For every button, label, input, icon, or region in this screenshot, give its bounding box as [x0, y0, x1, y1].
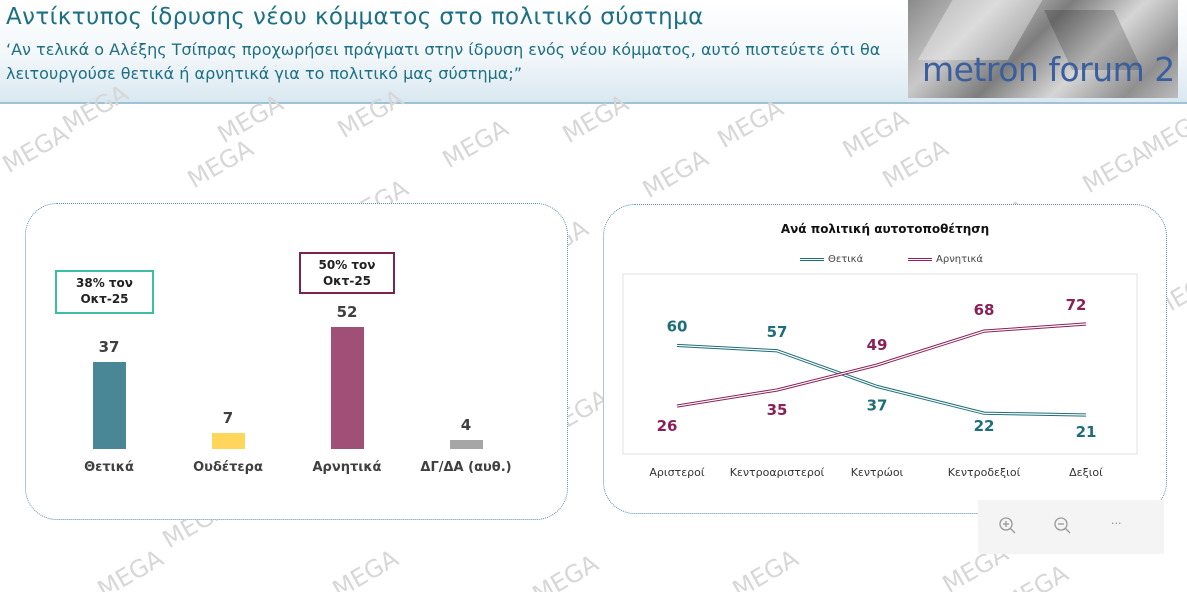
survey-question: ‘Αν τελικά ο Αλέξης Τσίπρας προχωρήσει π…: [6, 40, 881, 83]
zoom-in-icon[interactable]: [998, 516, 1018, 540]
line-chart-panel: [603, 204, 1167, 514]
mega-watermark: MEGA: [437, 114, 514, 174]
legend-swatch: [800, 257, 824, 261]
x-tick-label: Κεντροδεξιοί: [948, 466, 1021, 479]
page-title: Αντίκτυπος ίδρυσης νέου κόμματος στο πολ…: [6, 4, 704, 30]
legend-item-positive: Θετικά: [800, 254, 863, 265]
mega-watermark: MEGA: [997, 559, 1074, 592]
callout-line: Οκτ-25: [322, 274, 372, 288]
x-tick-label: Δεξιοί: [1069, 466, 1103, 479]
data-label: 35: [767, 401, 788, 419]
bar-value-label: 4: [460, 415, 472, 434]
data-label: 68: [974, 301, 995, 319]
mega-watermark: MEGA: [182, 134, 259, 194]
header-banner: Αντίκτυπος ίδρυσης νέου κόμματος στο πολ…: [0, 0, 1187, 104]
mega-watermark: MEGA: [327, 544, 404, 592]
mega-watermark: MEGA: [92, 544, 169, 592]
x-tick-label: Κεντρώοι: [851, 466, 904, 479]
logo-text: metron forum 2.0: [922, 50, 1178, 89]
bar: [330, 326, 364, 449]
bar-value-label: 7: [222, 408, 234, 427]
bar-value-label: 52: [336, 302, 358, 321]
callout-line: 50% τον: [318, 258, 376, 272]
callout-negative-october: 50% τον Οκτ-25: [299, 252, 395, 294]
data-label: 21: [1076, 423, 1097, 441]
bar-category-label: ΔΓ/ΔΑ (αυθ.): [420, 460, 512, 475]
mega-watermark: MEGA: [1137, 104, 1187, 164]
legend-label: Θετικά: [828, 254, 864, 265]
plot-area: [622, 273, 1138, 455]
mega-watermark: MEGA: [637, 144, 714, 204]
x-tick-label: Κεντροαριστεροί: [730, 466, 825, 479]
series-line-inner: [676, 323, 1087, 407]
bar: [449, 439, 483, 449]
data-label: 26: [657, 417, 678, 435]
legend-swatch: [908, 257, 932, 261]
zoom-controls: ...: [978, 500, 1164, 554]
series-line-inner: [676, 344, 1087, 416]
legend-label: Αρνητικά: [936, 254, 984, 265]
mega-watermark: MEGA: [527, 549, 604, 592]
bar: [211, 432, 245, 449]
bar-value-label: 37: [98, 338, 120, 357]
x-tick-label: Αριστεροί: [649, 466, 704, 479]
mega-watermark: MEGA: [727, 544, 804, 592]
bar-chart-panel: [25, 203, 568, 520]
bar-category-label: Ουδέτερα: [193, 460, 263, 475]
zoom-out-icon[interactable]: [1053, 516, 1073, 540]
mega-watermark: MEGA: [877, 134, 954, 194]
mega-watermark: MEGA: [1077, 139, 1154, 199]
bar-category-label: Θετικά: [84, 460, 134, 475]
data-label: 49: [867, 336, 888, 354]
bar: [92, 362, 126, 449]
metron-forum-logo: metron forum 2.0: [908, 0, 1178, 98]
line-chart-title: Ανά πολιτική αυτοτοποθέτηση: [780, 222, 990, 236]
bar-category-label: Αρνητικά: [312, 460, 382, 475]
data-label: 57: [767, 323, 788, 341]
callout-line: 38% τον: [76, 276, 133, 290]
mega-watermark: MEGA: [837, 104, 914, 164]
callout-positive-october: 38% τον Οκτ-25: [55, 270, 154, 314]
legend-item-negative: Αρνητικά: [908, 254, 983, 265]
callout-line: Οκτ-25: [80, 292, 129, 306]
line-chart: 60 57 37 22 21 26 35 49 68 72 Αριστεροί Κεντροαριστ…: [622, 273, 1138, 479]
data-label: 60: [667, 317, 688, 335]
mega-watermark: MEGA: [0, 119, 74, 179]
data-label: 22: [974, 417, 995, 435]
data-label: 37: [867, 396, 888, 414]
data-label: 72: [1066, 296, 1087, 314]
more-options-button[interactable]: ...: [1111, 514, 1122, 527]
